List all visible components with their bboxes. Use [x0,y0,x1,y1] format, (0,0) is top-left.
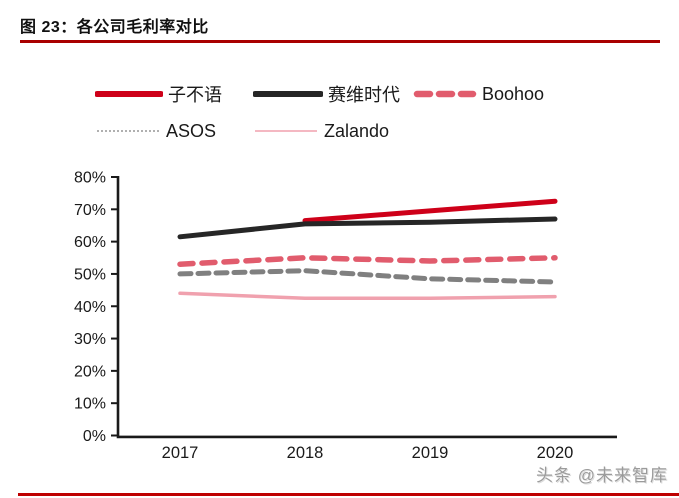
series-line-Zalando [178,291,557,300]
axis-frame [116,176,617,439]
x-axis-label: 2020 [537,444,574,462]
figure-title: 图 23：各公司毛利率对比 [20,19,209,36]
y-axis-label: 40% [74,299,106,316]
y-axis-label: 60% [74,234,106,251]
title-underline [20,40,660,43]
y-axis-label: 20% [74,363,106,380]
series-line-子不语 [302,198,558,224]
y-axis-label: 50% [74,266,106,283]
legend-label: 子不语 [168,85,222,105]
series-line-ASOS [177,268,558,285]
legend-label: 赛维时代 [328,85,400,105]
y-axis-label: 80% [74,170,106,187]
y-axis-label: 0% [83,428,106,445]
legend-swatch-solid-black [253,91,323,97]
legend-swatch-solid-red [95,91,163,97]
y-axis-label: 70% [74,202,106,219]
legend-item-asos: ASOS [95,121,253,142]
series-line-赛维时代 [177,216,558,240]
legend-item-zalando: Zalando [253,121,413,142]
legend-item-saiweishidai: 赛维时代 [253,81,413,107]
x-axis-label: 2019 [412,444,449,462]
bottom-rule [18,493,679,496]
watermark: 头条 @未来智库 [536,466,668,485]
legend-swatch-dashed-pink [413,90,477,98]
legend-item-zibuyu: 子不语 [95,81,253,107]
legend-item-boohoo: Boohoo [413,84,544,105]
legend-swatch-thin-pink [255,130,317,132]
legend-row-1: 子不语 赛维时代 Boohoo [95,81,655,107]
x-axis-label: 2018 [287,444,324,462]
legend-row-2: ASOS Zalando [95,121,655,141]
legend-label: Zalando [324,120,390,141]
y-axis-label: 10% [74,396,106,413]
x-axis-label: 2017 [162,444,199,462]
y-axis-label: 30% [74,331,106,348]
legend-label: ASOS [166,120,217,141]
chart-legend: 子不语 赛维时代 Boohoo ASOS [95,84,655,158]
legend-label: Boohoo [482,83,545,104]
series-line-Boohoo [177,255,558,267]
